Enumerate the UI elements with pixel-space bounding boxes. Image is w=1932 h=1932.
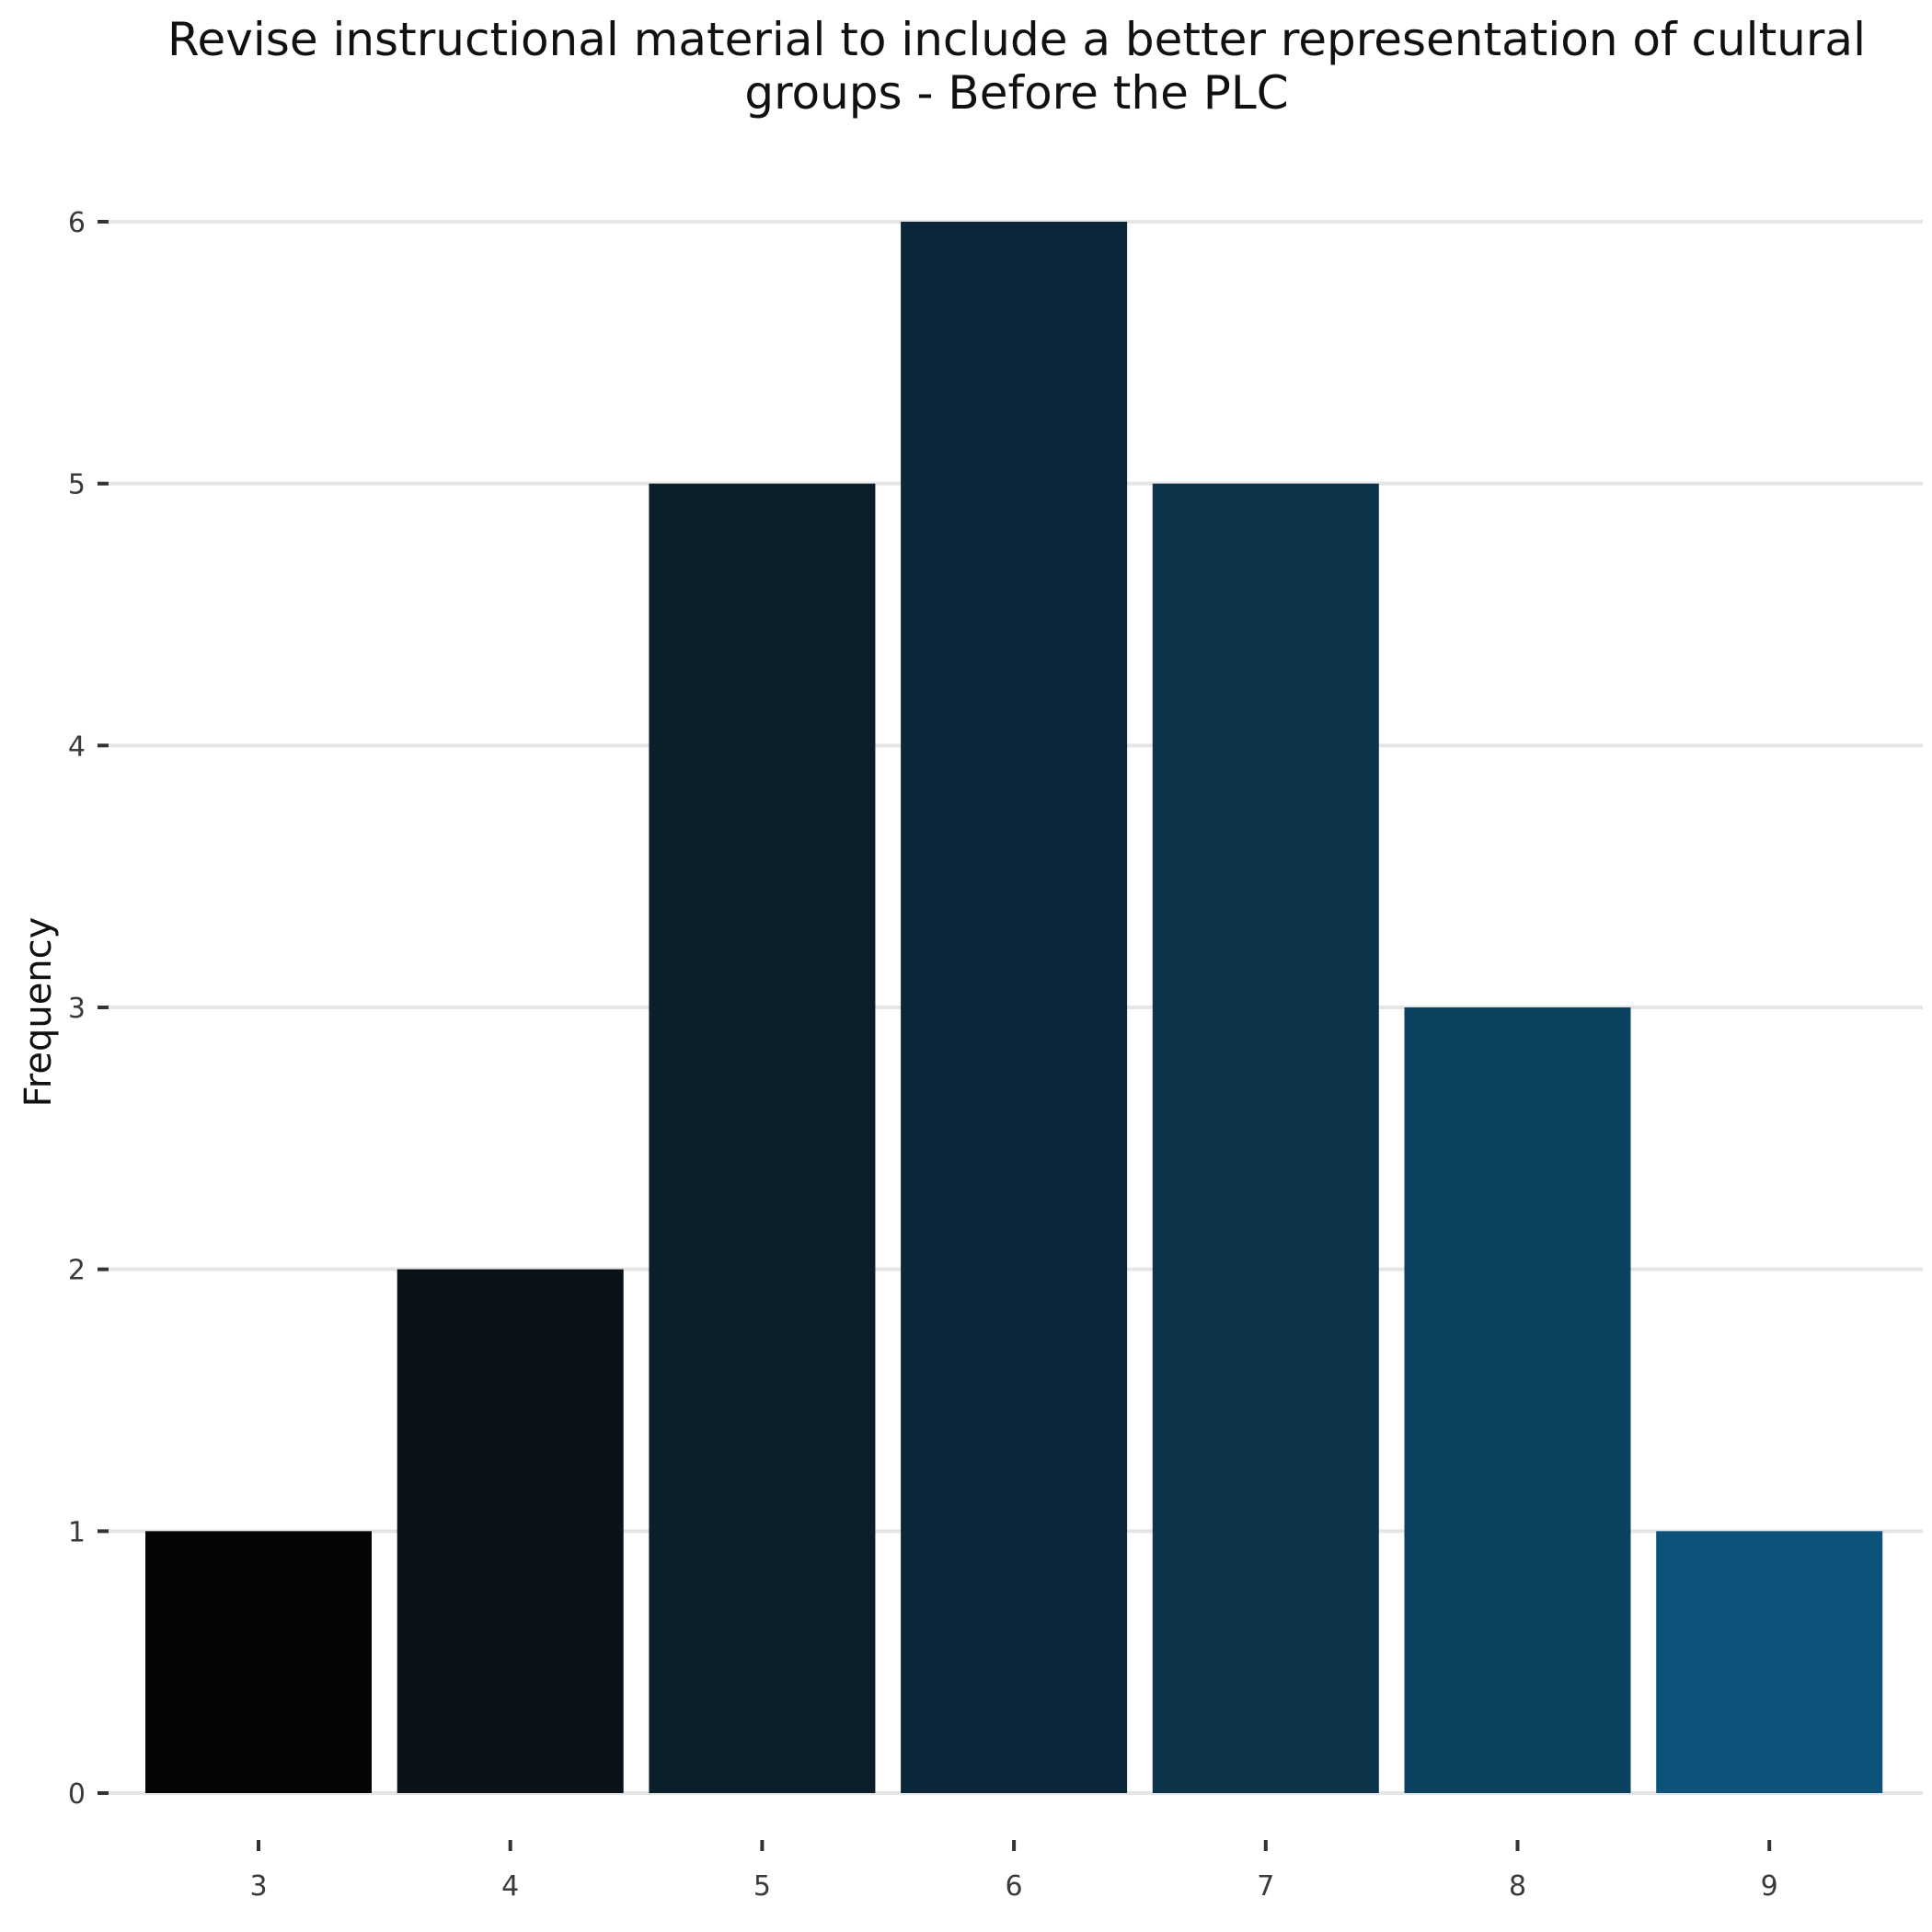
y-tick-label-5: 5 [68,469,86,501]
chart-title: Revise instructional material to include… [167,13,1866,120]
x-tick-label-6: 6 [1006,1870,1023,1903]
y-axis-ticks: 0 1 2 3 4 5 6 [68,207,109,1811]
y-tick-label-3: 3 [68,993,86,1025]
y-tick-label-0: 0 [68,1778,86,1811]
x-tick-label-8: 8 [1509,1870,1526,1903]
bar-9 [1656,1531,1883,1793]
bar-4 [397,1269,624,1793]
x-tick-label-3: 3 [249,1870,267,1903]
y-tick-label-1: 1 [68,1516,86,1548]
y-tick-label-6: 6 [68,207,86,239]
y-axis-label: Frequency [17,917,60,1108]
x-tick-label-4: 4 [501,1870,519,1903]
x-tick-label-9: 9 [1761,1870,1778,1903]
chart-title-line-1: Revise instructional material to include… [167,13,1866,66]
bar-6 [901,222,1128,1793]
bar-7 [1152,483,1379,1793]
y-tick-label-2: 2 [68,1255,86,1287]
x-axis-ticks: 3 4 5 6 7 8 9 [249,1840,1778,1903]
bar-5 [649,483,876,1793]
x-tick-label-5: 5 [753,1870,771,1903]
bar-8 [1404,1007,1631,1793]
bar-3 [145,1531,372,1793]
x-tick-label-7: 7 [1257,1870,1274,1903]
bars [145,222,1883,1793]
chart-title-line-2: groups - Before the PLC [744,66,1288,120]
y-tick-label-4: 4 [68,730,86,763]
